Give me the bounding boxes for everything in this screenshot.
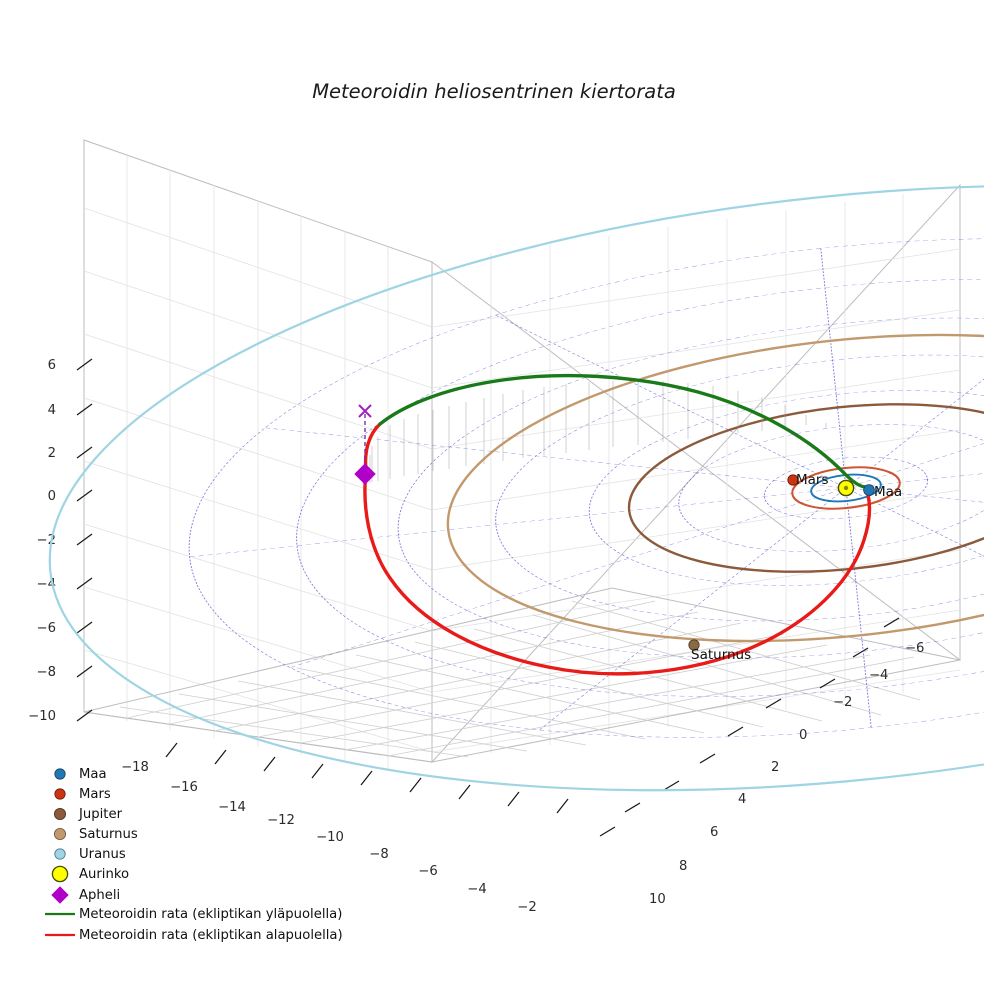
y-tick-label: 4 — [738, 792, 746, 807]
z-tick-label: 2 — [48, 446, 56, 461]
legend-label: Aurinko — [79, 867, 129, 882]
x-tick-label: −8 — [369, 847, 388, 862]
orbit-uranus — [48, 184, 984, 792]
saturnus-annotation: Saturnus — [691, 647, 751, 663]
meteoroid-orbit-below-ecliptic — [363, 468, 872, 676]
x-tick-label: −18 — [121, 760, 149, 775]
pane-floor — [83, 587, 961, 763]
x-tick-label: −6 — [418, 864, 437, 879]
x-tick-label: −16 — [170, 780, 198, 795]
legend-item-orbit-below[interactable]: Meteoroidin rata (ekliptikan alapuolella… — [45, 928, 343, 943]
legend-label: Uranus — [79, 847, 126, 862]
y-axis: −6 −4 −2 0 2 4 6 8 10 — [599, 617, 924, 907]
legend-item-mars[interactable]: Mars — [54, 787, 111, 802]
legend-marker-maa-icon — [54, 768, 66, 780]
maa-annotation: Maa — [874, 484, 902, 500]
aphelion-diamond-icon — [354, 463, 376, 485]
orbit-saturnus — [446, 333, 984, 643]
y-tick-label: 8 — [679, 859, 687, 874]
legend-item-saturnus[interactable]: Saturnus — [54, 827, 138, 842]
x-axis-ticks — [165, 742, 569, 814]
z-tick-label: 6 — [48, 358, 56, 373]
legend-label: Apheli — [79, 888, 120, 903]
orbit-mars — [791, 466, 901, 510]
aphelion-cross-icon — [358, 404, 372, 418]
legend-item-jupiter[interactable]: Jupiter — [54, 807, 123, 822]
page-title: Meteoroidin heliosentrinen kiertorata — [312, 80, 676, 103]
mars-annotation: Mars — [796, 472, 829, 488]
mars-marker — [787, 474, 799, 486]
legend-marker-saturnus-icon — [54, 828, 67, 841]
axes-panes — [83, 139, 961, 770]
x-tick-label: −2 — [517, 900, 536, 915]
z-tick-label: −8 — [37, 665, 56, 680]
z-axis-ticks — [76, 358, 93, 722]
legend-label: Maa — [79, 767, 107, 782]
legend-marker-uranus-icon — [54, 848, 66, 860]
legend-item-uranus[interactable]: Uranus — [54, 847, 126, 862]
y-tick-label: −4 — [869, 668, 888, 683]
y-tick-label: 6 — [710, 825, 718, 840]
legend-label: Saturnus — [79, 827, 138, 842]
legend-marker-apheli-diamond-icon — [51, 886, 69, 904]
legend-marker-jupiter-icon — [54, 808, 67, 821]
legend-item-apheli[interactable]: Apheli — [51, 886, 120, 904]
legend-label: Meteoroidin rata (ekliptikan yläpuolella… — [79, 907, 342, 922]
pane-left-wall — [83, 139, 433, 770]
maa-marker — [863, 484, 875, 496]
body-markers: Maa Mars Saturnus — [688, 472, 902, 663]
x-tick-label: −14 — [218, 800, 246, 815]
x-tick-label: −4 — [467, 882, 486, 897]
aphelion-marker-group — [354, 404, 376, 485]
y-tick-label: 2 — [771, 760, 779, 775]
y-tick-label: 10 — [649, 892, 666, 907]
y-tick-label: 0 — [799, 728, 807, 743]
legend-label: Meteoroidin rata (ekliptikan alapuolella… — [79, 928, 343, 943]
z-tick-label: −10 — [28, 709, 56, 724]
x-axis: −18 −16 −14 −12 −10 −8 −6 −4 −2 — [121, 742, 569, 915]
projection-stems — [369, 380, 827, 483]
saturnus-marker — [688, 639, 700, 651]
x-tick-label: −10 — [316, 830, 344, 845]
legend-item-orbit-above[interactable]: Meteoroidin rata (ekliptikan yläpuolella… — [45, 907, 342, 922]
orbit-jupiter — [627, 403, 984, 573]
z-tick-label: 4 — [48, 403, 56, 418]
y-tick-label: −6 — [905, 641, 924, 656]
z-tick-label: −6 — [37, 621, 56, 636]
meteoroid-orbit-above-ecliptic — [378, 373, 868, 489]
legend-label: Jupiter — [78, 807, 123, 822]
legend-item-maa[interactable]: Maa — [54, 767, 107, 782]
z-axis: 6 4 2 0 −2 −4 −6 −8 −10 — [28, 358, 93, 724]
sun-core-icon — [843, 485, 849, 491]
legend-marker-mars-icon — [54, 788, 66, 800]
z-tick-label: 0 — [48, 489, 56, 504]
legend: Maa Mars Jupiter Saturnus Uranus Aurinko — [45, 767, 343, 943]
x-tick-label: −12 — [267, 813, 295, 828]
legend-marker-aurinko-icon — [51, 865, 69, 883]
legend-label: Mars — [79, 787, 111, 802]
planet-orbits — [48, 184, 984, 792]
legend-item-aurinko[interactable]: Aurinko — [51, 865, 129, 883]
y-axis-ticks — [599, 617, 900, 837]
y-tick-label: −2 — [833, 695, 852, 710]
